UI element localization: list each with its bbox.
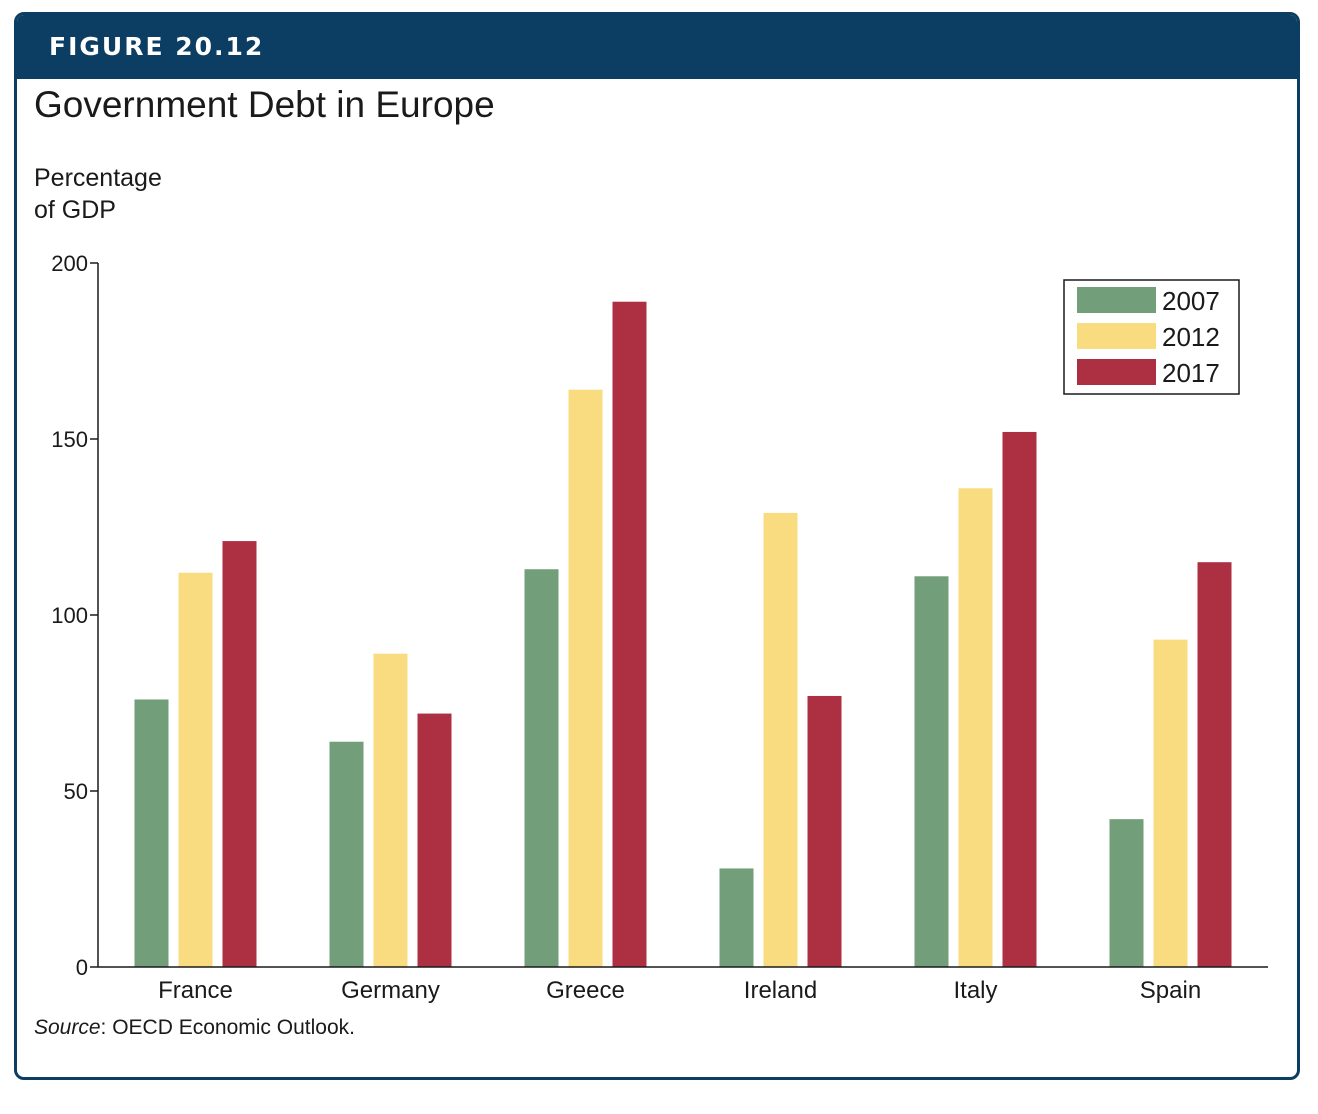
bar-ireland-2012	[763, 512, 798, 967]
y-tick-label: 200	[51, 251, 88, 276]
x-tick-label: Greece	[546, 977, 625, 1004]
legend-label-2007: 2007	[1162, 286, 1220, 316]
bar-greece-2007	[524, 569, 559, 967]
bar-france-2007	[134, 699, 169, 967]
chart-title: Government Debt in Europe	[34, 84, 495, 125]
y-tick-label: 50	[64, 779, 88, 804]
x-tick-label: Spain	[1140, 977, 1201, 1004]
bar-spain-2017	[1197, 562, 1232, 967]
bar-italy-2012	[958, 488, 993, 967]
y-axis-label-line-2: of GDP	[34, 196, 116, 224]
legend-swatch-2017	[1077, 359, 1156, 385]
bar-germany-2007	[329, 741, 364, 967]
bar-germany-2012	[373, 653, 408, 967]
source-text: : OECD Economic Outlook.	[100, 1016, 355, 1039]
legend-label-2017: 2017	[1162, 358, 1220, 388]
x-tick-label: France	[158, 977, 233, 1004]
source-prefix: Source	[34, 1016, 101, 1039]
y-tick-label: 150	[51, 427, 88, 452]
bars-group	[134, 301, 1232, 968]
source-note: Source: OECD Economic Outlook.	[34, 1016, 355, 1040]
y-tick-label: 100	[51, 603, 88, 628]
x-tick-label: Italy	[953, 977, 997, 1004]
bar-ireland-2017	[807, 695, 842, 967]
bar-greece-2017	[612, 301, 647, 968]
x-tick-label: Germany	[341, 977, 440, 1004]
legend-label-2012: 2012	[1162, 322, 1220, 352]
x-tick-label: Ireland	[744, 977, 817, 1004]
bar-spain-2012	[1153, 639, 1188, 967]
bar-italy-2017	[1002, 431, 1037, 968]
legend-swatch-2012	[1077, 323, 1156, 349]
bar-ireland-2007	[719, 868, 754, 967]
legend-swatch-2007	[1077, 287, 1156, 313]
figure-header-bar: FIGURE 20.12	[17, 15, 1297, 79]
legend: 2007 2012 2017	[1063, 279, 1240, 395]
bar-spain-2007	[1109, 819, 1144, 967]
bar-germany-2017	[417, 713, 452, 967]
y-tick-label: 0	[76, 955, 88, 980]
y-axis-ticks: 0 50 100 150 200	[51, 251, 98, 980]
bar-greece-2012	[568, 389, 603, 968]
y-axis-label: Percentage of GDP	[34, 162, 162, 226]
figure-number: FIGURE 20.12	[49, 32, 265, 61]
bar-italy-2007	[914, 576, 949, 967]
bar-france-2012	[178, 572, 213, 967]
x-axis-category-labels: France Germany Greece Ireland Italy Spain	[158, 977, 1201, 1004]
y-axis-label-line-1: Percentage	[34, 164, 162, 192]
bar-france-2017	[222, 541, 257, 967]
